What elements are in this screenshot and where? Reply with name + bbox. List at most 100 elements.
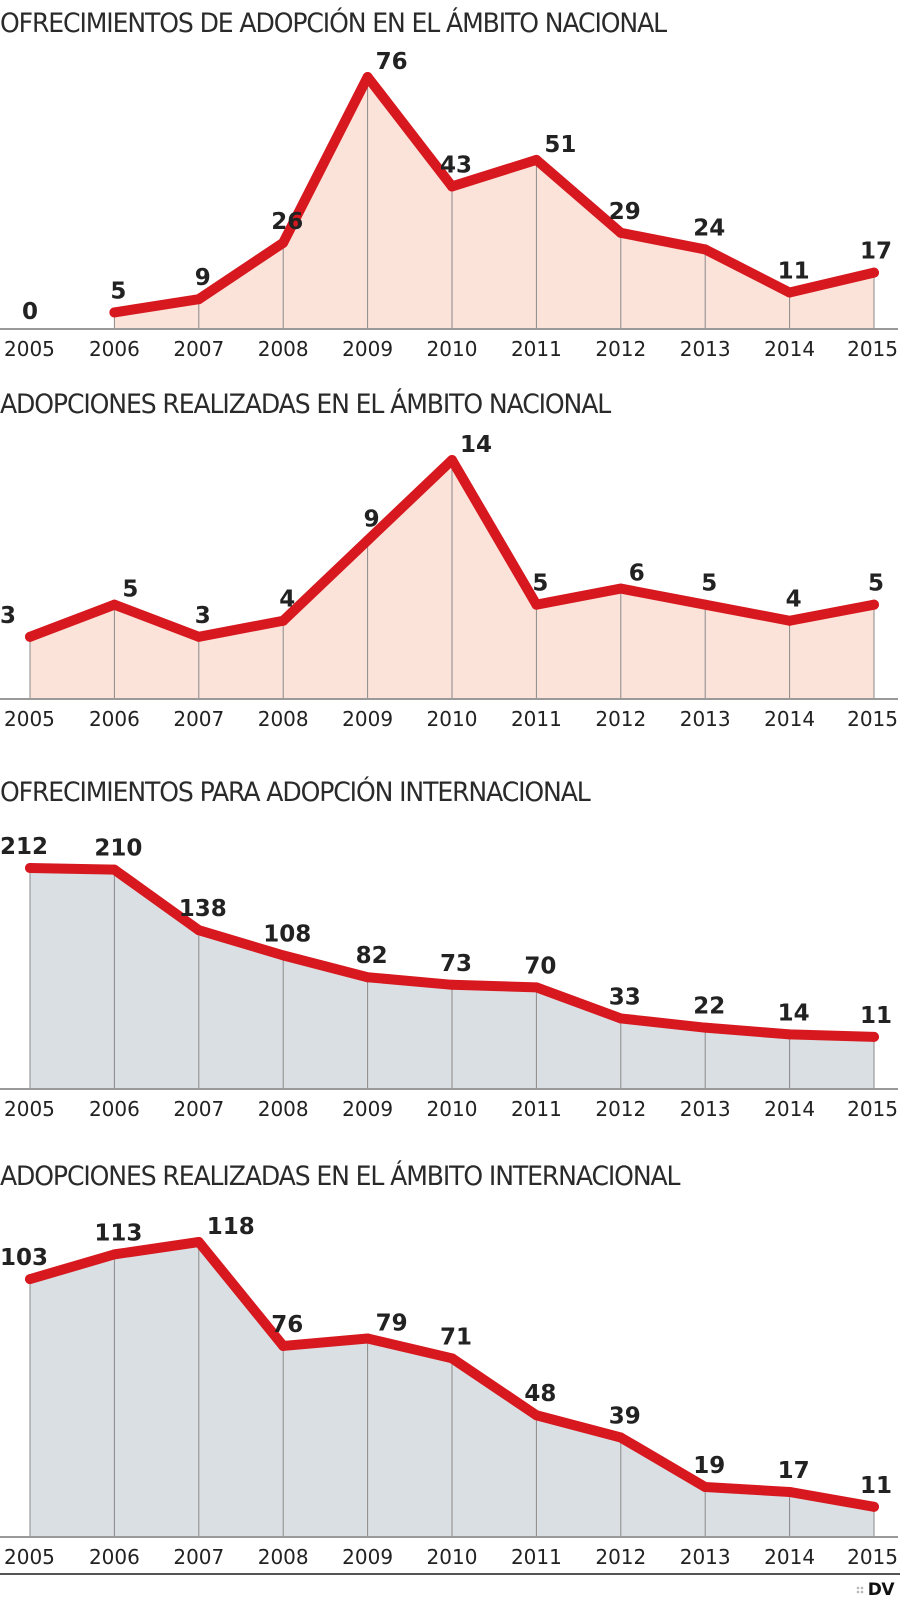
- data-point-2007: [193, 1237, 204, 1247]
- value-label-2014: 17: [778, 1458, 810, 1484]
- x-tick-label-2009: 2009: [342, 707, 393, 731]
- chart-4: 103 113 118 76 79 71 48 39 19 17 11 2005 2006 2007 200…: [0, 1214, 898, 1569]
- value-label-2008: 108: [263, 921, 311, 947]
- value-label-2009: 76: [376, 49, 408, 75]
- x-tick-label-2012: 2012: [595, 337, 646, 361]
- chart-4-title: ADOPCIONES REALIZADAS EN EL ÁMBITO INTER…: [0, 1161, 681, 1192]
- value-label-2011: 5: [532, 571, 548, 597]
- x-tick-label-2015: 2015: [847, 1097, 898, 1121]
- value-label-2010: 73: [440, 951, 472, 977]
- value-label-2015: 11: [860, 1473, 892, 1499]
- data-point-2010: [447, 455, 457, 465]
- data-point-2011: [531, 154, 542, 165]
- value-label-2005: 212: [0, 834, 48, 860]
- x-tick-label-2006: 2006: [89, 1545, 140, 1569]
- logo-dots-icon: [855, 1586, 864, 1594]
- data-point-2008: [278, 237, 289, 248]
- x-tick-label-2005: 2005: [4, 1097, 55, 1121]
- value-label-2006: 210: [94, 836, 142, 862]
- data-point-2005: [25, 863, 35, 873]
- value-label-2007: 118: [207, 1214, 255, 1240]
- chart-2-title: ADOPCIONES REALIZADAS EN EL ÁMBITO NACIO…: [0, 389, 611, 420]
- area-fill: [114, 77, 874, 329]
- value-label-2005: 3: [0, 603, 16, 629]
- data-point-2009: [362, 535, 373, 546]
- data-point-2008: [278, 950, 289, 961]
- data-point-2015: [869, 599, 879, 610]
- value-label-2013: 5: [701, 571, 717, 597]
- data-point-2010: [447, 979, 457, 990]
- x-tick-label-2010: 2010: [427, 707, 478, 731]
- x-tick-label-2009: 2009: [342, 1545, 393, 1569]
- data-point-2012: [615, 1432, 626, 1443]
- value-label-2014: 4: [786, 587, 802, 613]
- x-tick-label-2015: 2015: [847, 337, 898, 361]
- data-point-2006: [109, 599, 120, 610]
- value-label-2012: 33: [609, 984, 641, 1010]
- x-tick-label-2014: 2014: [764, 337, 815, 361]
- data-point-2009: [362, 972, 373, 983]
- data-point-2015: [869, 267, 879, 278]
- chart-1: 0 5 9 26 76 43 51 29 24 11 17 2005 2006 2007 2008 2009 2…: [0, 49, 898, 361]
- value-label-2009: 82: [356, 943, 388, 969]
- value-label-2008: 26: [271, 209, 303, 235]
- value-label-2015: 17: [860, 239, 892, 265]
- x-tick-label-2006: 2006: [89, 337, 140, 361]
- data-point-2014: [784, 1486, 795, 1497]
- data-point-2012: [615, 583, 626, 594]
- data-point-2010: [447, 181, 457, 192]
- x-tick-label-2008: 2008: [258, 1545, 309, 1569]
- value-label-2013: 22: [693, 994, 725, 1020]
- value-label-2005: 0: [22, 299, 38, 325]
- value-label-2008: 76: [271, 1312, 303, 1338]
- data-point-2006: [109, 1249, 120, 1260]
- data-point-2013: [700, 599, 711, 610]
- data-point-2007: [193, 925, 204, 936]
- data-point-2009: [362, 72, 373, 82]
- value-label-2008: 4: [279, 587, 295, 613]
- x-tick-label-2010: 2010: [427, 337, 478, 361]
- value-label-2013: 24: [693, 215, 725, 241]
- value-label-2010: 71: [440, 1324, 472, 1350]
- bottom-rule: [0, 1573, 900, 1575]
- value-label-2010: 14: [460, 432, 492, 458]
- data-point-2009: [362, 1333, 373, 1344]
- x-tick-label-2011: 2011: [511, 337, 562, 361]
- x-tick-label-2007: 2007: [173, 337, 224, 361]
- data-point-2006: [109, 307, 120, 318]
- value-label-2006: 5: [110, 278, 126, 304]
- value-label-2014: 11: [778, 259, 810, 285]
- data-point-2013: [700, 244, 711, 255]
- data-point-2014: [784, 615, 795, 626]
- value-label-2012: 29: [609, 199, 641, 225]
- value-label-2014: 14: [778, 1000, 810, 1026]
- data-point-2014: [784, 1029, 795, 1040]
- x-tick-label-2005: 2005: [4, 337, 55, 361]
- data-point-2006: [109, 864, 120, 875]
- data-point-2013: [700, 1022, 711, 1033]
- data-point-2011: [531, 599, 542, 610]
- chart-2: 3 5 3 4 9 14 5 6 5 4 5 2005 2006 2007 2008 2009 2010 2011…: [0, 432, 898, 731]
- value-label-2013: 19: [693, 1453, 725, 1479]
- value-label-2007: 9: [195, 265, 211, 291]
- value-label-2011: 48: [524, 1381, 556, 1407]
- x-tick-label-2012: 2012: [595, 1545, 646, 1569]
- x-tick-label-2007: 2007: [173, 707, 224, 731]
- x-tick-label-2015: 2015: [847, 707, 898, 731]
- value-label-2015: 5: [868, 571, 884, 597]
- x-tick-label-2006: 2006: [89, 707, 140, 731]
- data-point-2014: [784, 287, 795, 298]
- value-label-2005: 103: [0, 1245, 48, 1271]
- chart-3: 212 210 138 108 82 73 70 33 22 14 11 2005 2006 2007 20…: [0, 834, 898, 1121]
- x-tick-label-2013: 2013: [680, 1097, 731, 1121]
- dv-logo: DV: [855, 1580, 895, 1600]
- data-point-2005: [25, 1274, 35, 1285]
- x-tick-label-2008: 2008: [258, 707, 309, 731]
- x-tick-label-2009: 2009: [342, 1097, 393, 1121]
- data-point-2007: [193, 294, 204, 305]
- data-point-2007: [193, 631, 204, 642]
- x-tick-label-2005: 2005: [4, 707, 55, 731]
- area-fill: [30, 868, 874, 1089]
- x-tick-label-2007: 2007: [173, 1545, 224, 1569]
